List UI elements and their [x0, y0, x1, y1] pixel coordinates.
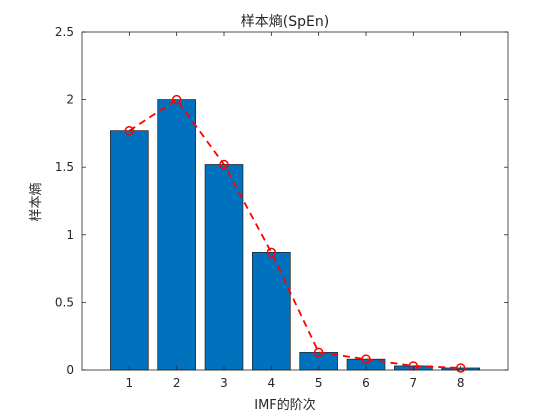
chart-title: 样本熵(SpEn)	[241, 14, 329, 30]
x-axis-label: IMF的阶次	[254, 397, 316, 413]
trend-marker-6	[361, 354, 371, 364]
bar-1	[110, 130, 149, 371]
bar-2	[157, 99, 196, 371]
x-tick-label: 2	[173, 376, 181, 390]
y-tick-label: 1.5	[55, 160, 74, 174]
axes-box	[81, 31, 509, 371]
trend-line-group	[124, 94, 466, 373]
y-tick-label: 0	[66, 363, 74, 377]
y-tick-label: 0.5	[55, 295, 74, 309]
x-tick-label: 3	[220, 376, 228, 390]
y-tick-label: 2.5	[55, 25, 74, 39]
x-tick-label: 1	[126, 376, 134, 390]
y-tick-label: 1	[66, 228, 74, 242]
trend-marker-8	[455, 363, 466, 373]
bar-3	[204, 164, 244, 371]
y-axis-label: 样本熵	[28, 182, 44, 221]
x-tick-label: 5	[315, 376, 323, 390]
x-tick-label: 4	[268, 376, 276, 390]
bar-group	[110, 99, 480, 371]
x-tick-label: 8	[457, 376, 465, 390]
x-tick-label: 7	[410, 376, 418, 390]
bar-4	[252, 252, 291, 371]
trend-marker-1	[124, 125, 135, 136]
trend-line	[128, 98, 461, 369]
x-tick-label: 6	[362, 376, 370, 390]
trend-marker-3	[219, 159, 229, 170]
trend-marker-4	[266, 247, 277, 258]
trend-marker-2	[171, 94, 182, 105]
trend-marker-5	[313, 347, 324, 358]
y-tick-label: 2	[66, 93, 74, 107]
axes: 1 2 3 4 5 6 7 8 0 0.5 1 1.5 2 2.5	[55, 25, 509, 390]
